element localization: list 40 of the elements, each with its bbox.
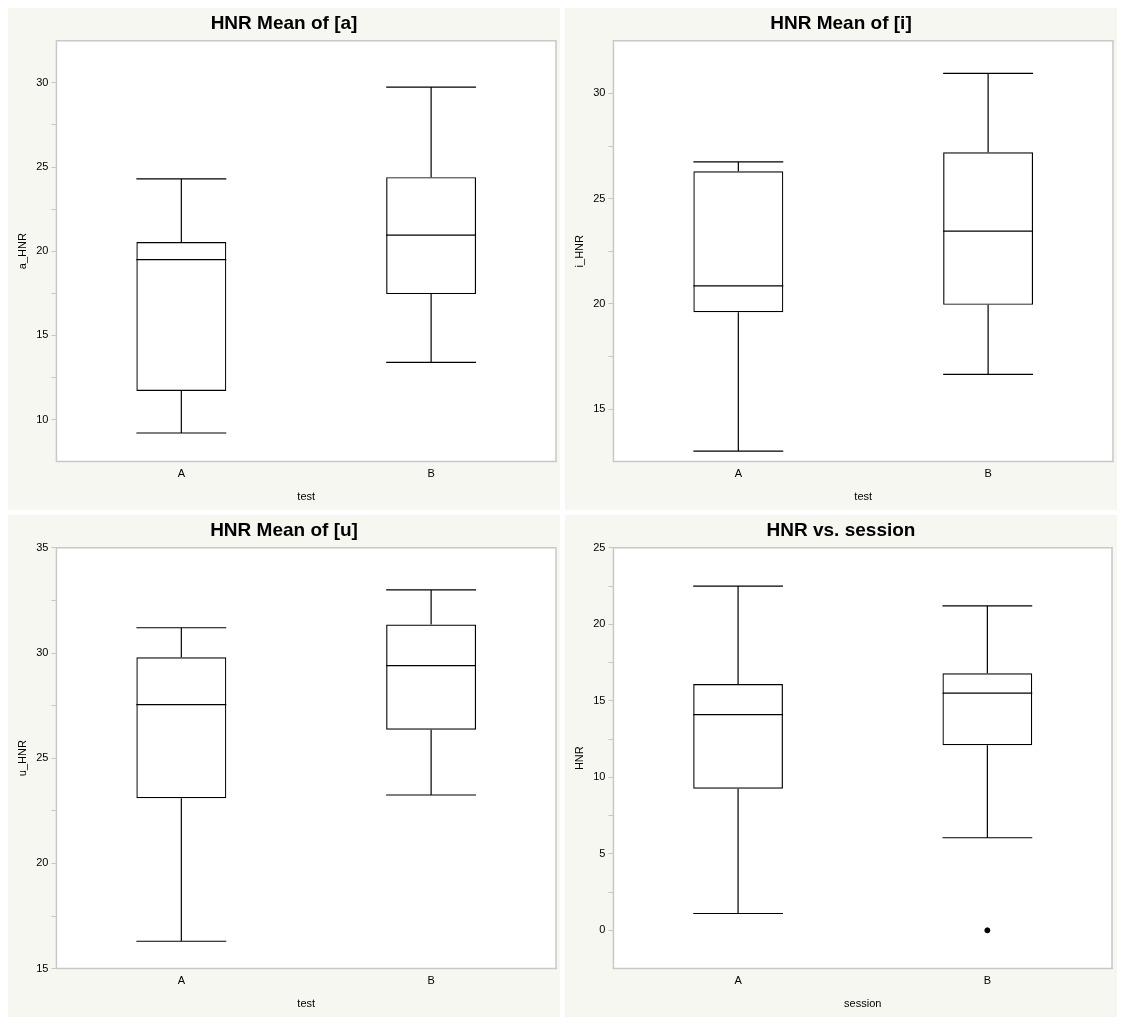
y-tick-label: 15 bbox=[593, 693, 606, 706]
y-axis-title: u_HNR bbox=[15, 740, 28, 777]
y-tick-label: 20 bbox=[593, 296, 606, 309]
chart-title: HNR Mean of [a] bbox=[210, 11, 358, 33]
y-tick-label: 25 bbox=[36, 160, 49, 173]
y-axis-title: HNR bbox=[572, 746, 585, 771]
x-tick-label: B bbox=[983, 974, 992, 987]
y-axis-title: a_HNR bbox=[15, 233, 28, 270]
y-tick-label: 20 bbox=[36, 856, 49, 869]
y-tick-label: 25 bbox=[36, 751, 49, 764]
y-axis-title: i_HNR bbox=[572, 234, 585, 268]
y-tick-label: 10 bbox=[593, 770, 606, 783]
y-tick-label: 30 bbox=[36, 646, 49, 659]
chart-title: HNR vs. session bbox=[766, 518, 916, 540]
y-tick-label: 5 bbox=[599, 846, 606, 859]
y-tick-label: 0 bbox=[599, 923, 606, 936]
x-tick-label: B bbox=[984, 467, 992, 480]
y-tick-label: 15 bbox=[593, 402, 606, 415]
x-tick-label: A bbox=[734, 467, 743, 480]
x-tick-label: A bbox=[177, 974, 186, 987]
y-tick-label: 15 bbox=[36, 328, 49, 341]
y-tick-label: 25 bbox=[593, 540, 606, 553]
y-tick-label: 15 bbox=[36, 961, 49, 974]
x-axis-title: test bbox=[854, 490, 873, 503]
x-tick-label: B bbox=[427, 974, 435, 987]
x-tick-label: A bbox=[734, 974, 743, 987]
y-tick-label: 20 bbox=[36, 244, 49, 257]
y-tick-label: 35 bbox=[36, 540, 49, 553]
x-axis-title: session bbox=[844, 997, 882, 1010]
y-tick-label: 30 bbox=[593, 86, 606, 99]
x-tick-label: A bbox=[177, 467, 186, 480]
chart-title: HNR Mean of [i] bbox=[770, 11, 912, 33]
x-tick-label: B bbox=[427, 467, 435, 480]
x-axis-title: test bbox=[297, 997, 316, 1010]
y-tick-label: 10 bbox=[36, 412, 49, 425]
y-tick-label: 20 bbox=[593, 617, 606, 630]
chart-title: HNR Mean of [u] bbox=[210, 518, 358, 540]
y-tick-label: 30 bbox=[36, 75, 49, 88]
y-tick-label: 25 bbox=[593, 191, 606, 204]
x-axis-title: test bbox=[297, 490, 316, 503]
